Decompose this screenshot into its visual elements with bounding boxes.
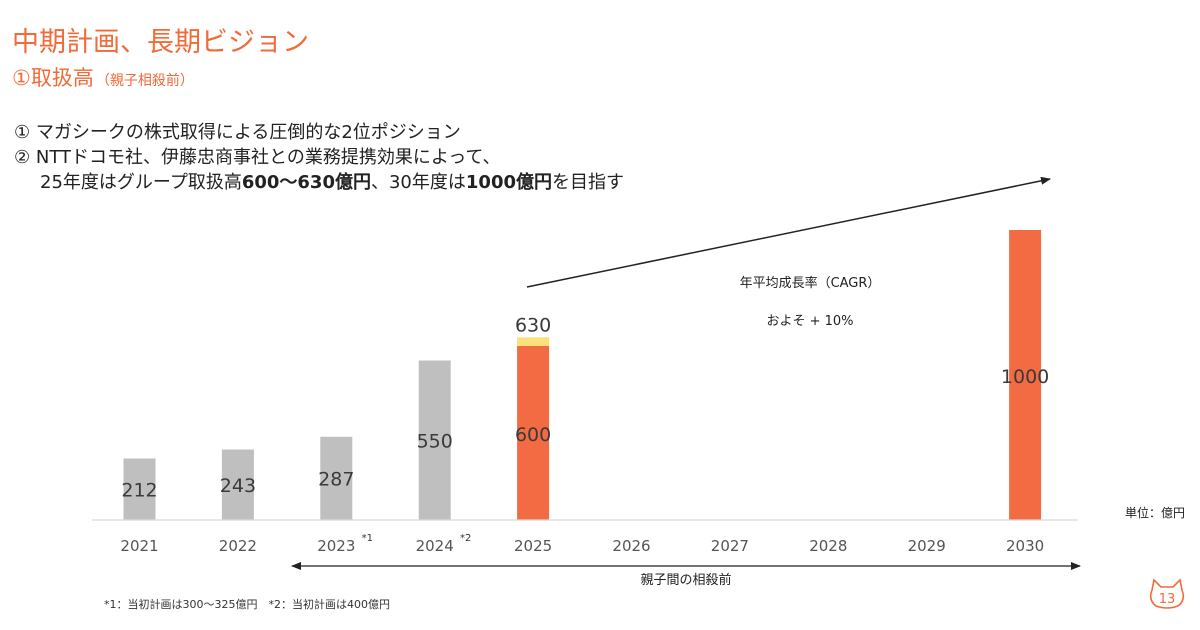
x-tick-2021: 2021 xyxy=(120,537,158,555)
top-label-2025: 630 xyxy=(515,314,551,336)
bullet-2: ② NTTドコモ社、伊藤忠商事社との業務提携効果によって、 xyxy=(14,147,501,168)
bullet-list: ① マガシークの株式取得による圧倒的な2位ポジション ② NTTドコモ社、伊藤忠… xyxy=(14,120,624,195)
x-tick-2030: 2030 xyxy=(1006,537,1044,555)
x-tick-2023: 2023 xyxy=(317,537,355,555)
x-tick-2027: 2027 xyxy=(711,537,749,555)
value-label-2023: 287 xyxy=(318,468,354,490)
x-axis-labels: 2021 2022 2023 *1 2024 *2 2025 2026 2027 2028 2029… xyxy=(120,533,1044,555)
page-badge: 13 xyxy=(1146,578,1188,610)
unit-label: 単位：億円 xyxy=(1125,505,1185,520)
bullet-2-continued: 25年度はグループ取扱高600〜630億円、30年度は1000億円を目指す xyxy=(14,170,624,195)
value-label-2022: 243 xyxy=(220,475,256,497)
trend-arrow xyxy=(526,176,1051,288)
value-label-2025: 600 xyxy=(515,424,551,446)
bullet-1: ① マガシークの株式取得による圧倒的な2位ポジション xyxy=(14,122,461,143)
subtitle-note: （親子相殺前） xyxy=(95,73,194,89)
x-tick-2026: 2026 xyxy=(612,537,650,555)
value-label-2030: 1000 xyxy=(1001,366,1049,388)
x-tick-2025: 2025 xyxy=(514,537,552,555)
x-tick-2028: 2028 xyxy=(809,537,847,555)
value-label-2021: 212 xyxy=(121,479,157,501)
bar-range-2025 xyxy=(517,337,550,346)
bar-2030 xyxy=(1009,230,1042,520)
page-subtitle: ①取扱高 （親子相殺前） xyxy=(12,62,194,92)
x-tick-note-2024: *2 xyxy=(460,533,471,544)
x-tick-2024: 2024 xyxy=(416,537,454,555)
bullet-text: 25年度はグループ取扱高 xyxy=(40,172,242,193)
bullet-text: を目指す xyxy=(552,172,624,193)
bullet-highlight: 1000億円 xyxy=(465,172,552,193)
cat-icon: 13 xyxy=(1149,578,1185,609)
page-title: 中期計画、長期ビジョン xyxy=(12,27,309,58)
cagr-label: 年平均成長率（CAGR） xyxy=(740,275,881,291)
x-tick-2029: 2029 xyxy=(908,537,946,555)
x-tick-2022: 2022 xyxy=(219,537,257,555)
bar-2022 xyxy=(221,449,254,520)
x-tick-note-2023: *1 xyxy=(362,533,373,544)
bar-2023 xyxy=(320,436,353,520)
bullet-text: 、30年度は xyxy=(370,172,466,193)
footnote: *1：当初計画は300〜325億円 *2：当初計画は400億円 xyxy=(104,598,390,611)
value-label-2024: 550 xyxy=(417,430,453,452)
bars-group: 212 243 287 550 600 630 1000 xyxy=(121,230,1049,520)
bar-2024 xyxy=(418,360,451,520)
bar-2021 xyxy=(123,458,156,520)
subtitle-main: ①取扱高 xyxy=(12,66,94,90)
bar-2025 xyxy=(517,346,550,520)
cagr-value: およそ + 10% xyxy=(766,314,853,329)
page-number: 13 xyxy=(1159,592,1176,607)
bracket-label: 親子間の相殺前 xyxy=(640,572,731,588)
bullet-highlight: 600〜630億円 xyxy=(241,172,371,193)
